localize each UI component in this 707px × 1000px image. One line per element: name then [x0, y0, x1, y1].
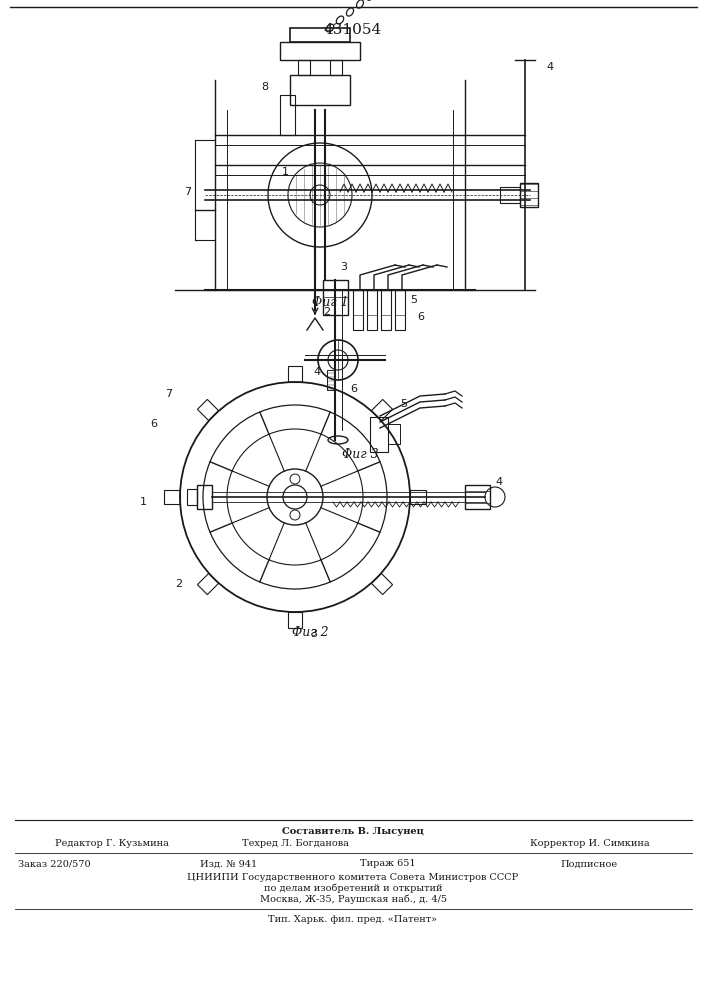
- Text: 5: 5: [400, 399, 407, 409]
- Text: 4: 4: [495, 477, 502, 487]
- Text: Корректор И. Симкина: Корректор И. Симкина: [530, 840, 650, 848]
- Bar: [197, 485, 212, 509]
- Bar: [323, 280, 348, 315]
- Text: 2: 2: [175, 579, 182, 589]
- Text: Φиг 3: Φиг 3: [341, 448, 378, 462]
- Text: Москва, Ж-35, Раушская наб., д. 4/5: Москва, Ж-35, Раушская наб., д. 4/5: [259, 894, 447, 904]
- Text: Φиг 2: Φиг 2: [292, 626, 328, 640]
- Bar: [395, 290, 405, 330]
- Bar: [353, 290, 363, 330]
- Text: Подписное: Подписное: [560, 859, 617, 868]
- Text: 4: 4: [547, 62, 554, 72]
- Text: 7: 7: [185, 187, 192, 197]
- Text: 8: 8: [262, 82, 269, 92]
- Text: 3: 3: [310, 629, 317, 639]
- Bar: [280, 95, 295, 135]
- Text: 7: 7: [165, 389, 172, 399]
- Text: Изд. № 941: Изд. № 941: [200, 859, 257, 868]
- Bar: [367, 290, 377, 330]
- Bar: [290, 75, 350, 105]
- Text: 6: 6: [350, 384, 357, 394]
- Text: 1: 1: [140, 497, 147, 507]
- Bar: [465, 485, 490, 509]
- Text: Тираж 651: Тираж 651: [360, 859, 416, 868]
- Text: 4: 4: [313, 367, 320, 377]
- Bar: [520, 183, 538, 207]
- Text: ЦНИИПИ Государственного комитета Совета Министров СССР: ЦНИИПИ Государственного комитета Совета …: [187, 872, 519, 882]
- Bar: [280, 42, 360, 60]
- Text: 3: 3: [340, 262, 347, 272]
- Bar: [290, 28, 350, 42]
- Text: 6: 6: [417, 312, 424, 322]
- Text: 6: 6: [150, 419, 157, 429]
- Text: Заказ 220/570: Заказ 220/570: [18, 859, 90, 868]
- Text: Редактор Г. Кузьмина: Редактор Г. Кузьмина: [55, 840, 169, 848]
- Bar: [388, 424, 400, 444]
- Text: Тип. Харьк. фил. пред. «Патент»: Тип. Харьк. фил. пред. «Патент»: [269, 916, 438, 924]
- Text: Φиг 1: Φиг 1: [312, 296, 349, 308]
- Bar: [187, 489, 197, 505]
- Text: Составитель В. Лысунец: Составитель В. Лысунец: [282, 826, 424, 836]
- Text: 431054: 431054: [324, 23, 382, 37]
- Text: 1: 1: [281, 167, 288, 177]
- Bar: [381, 290, 391, 330]
- Text: Техред Л. Богданова: Техред Л. Богданова: [242, 840, 349, 848]
- Bar: [330, 60, 342, 75]
- Text: 2: 2: [323, 307, 331, 317]
- Bar: [327, 370, 335, 390]
- Text: по делам изобретений и открытий: по делам изобретений и открытий: [264, 883, 443, 893]
- Bar: [500, 187, 520, 203]
- Bar: [370, 417, 388, 452]
- Text: 5: 5: [410, 295, 417, 305]
- Bar: [298, 60, 310, 75]
